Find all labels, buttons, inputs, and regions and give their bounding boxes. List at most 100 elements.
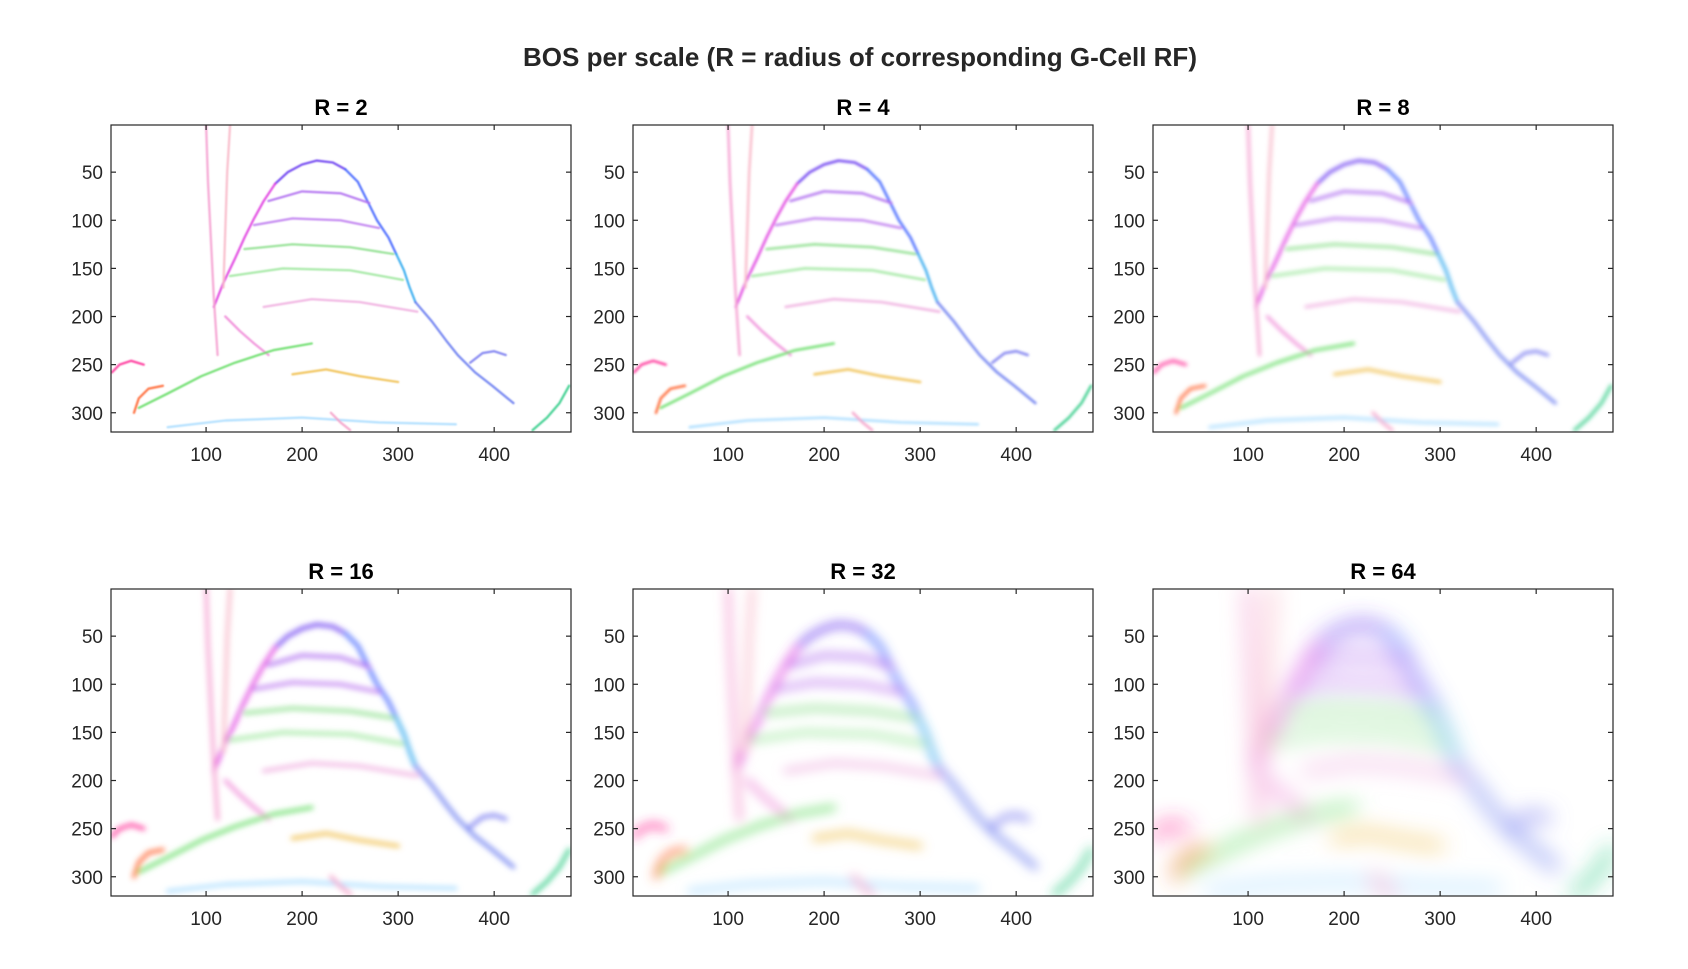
edge-inner-band-1 [789, 190, 893, 205]
y-tick-label: 300 [1113, 868, 1145, 889]
x-tick-label: 300 [1424, 909, 1456, 930]
edge-inner-band-3 [1285, 242, 1437, 256]
edge-faint-bottom [687, 879, 981, 894]
axes-frame [632, 124, 1094, 433]
edge-shoulder-left [1263, 776, 1315, 823]
edge-inner-band-5 [784, 297, 941, 313]
y-tick-label: 50 [82, 627, 103, 648]
edge-inner-band-1 [1306, 651, 1416, 671]
y-tick-label: 250 [71, 356, 103, 377]
edge-inner-band-2 [773, 679, 904, 695]
edge-right-slope-upper [864, 630, 921, 721]
edge-left-corner [654, 384, 687, 415]
y-tick-label: 50 [604, 627, 625, 648]
y-tick-label: 100 [593, 211, 625, 232]
y-tick-label: 150 [1113, 723, 1145, 744]
edge-left-pillar [1244, 589, 1264, 823]
figure-title: BOS per scale (R = radius of correspondi… [523, 42, 1197, 72]
bos-image-r32 [633, 589, 1093, 896]
x-tick-label: 200 [808, 445, 840, 466]
y-tick-label: 150 [71, 723, 103, 744]
y-tick-label: 200 [1113, 772, 1145, 793]
y-tick-label: 200 [593, 772, 625, 793]
edge-inner-band-1 [787, 652, 894, 670]
edge-faint-bottom-pink [1368, 872, 1397, 896]
edge-inner-band-5 [262, 298, 419, 313]
edge-inner-band-2 [1294, 216, 1423, 230]
edge-left-bump [1153, 359, 1188, 374]
edge-inner-band-4 [1268, 728, 1449, 748]
edge-left-corner [132, 384, 165, 414]
x-tick-label: 400 [1000, 445, 1032, 466]
edge-right-slope-upper [1385, 167, 1440, 256]
edge-right-bump [1508, 811, 1552, 831]
x-tick-label: 400 [478, 909, 510, 930]
y-tick-label: 150 [71, 259, 103, 280]
edge-inner-band-2 [252, 217, 381, 230]
edge-right-slope-lower [413, 764, 516, 869]
x-tick-label: 400 [1520, 445, 1552, 466]
y-tick-label: 50 [82, 163, 103, 184]
x-tick-label: 100 [190, 445, 222, 466]
edge-faint-bottom-pink [1371, 411, 1394, 432]
edge-right-slope-lower [934, 763, 1038, 870]
edge-bottom-right [1570, 845, 1613, 896]
y-tick-label: 150 [593, 723, 625, 744]
edge-inner-band-4 [228, 267, 405, 282]
edge-left-corner [653, 847, 688, 880]
axes-frame [632, 588, 1094, 897]
edge-base-left-green [658, 804, 837, 875]
edge-base-left-green [137, 342, 313, 410]
y-tick-label: 50 [1124, 163, 1145, 184]
subplot-r64: R = 64 100 200 300 400 50 100 150 200 250 300 [1113, 559, 1614, 930]
edge-faint-bottom [166, 416, 457, 429]
y-tick-label: 100 [1113, 211, 1145, 232]
y-tick-label: 200 [71, 308, 103, 329]
subplot-r2: R = 2 100 200 300 400 50 100 150 200 250 300 [71, 95, 572, 466]
y-tick-label: 250 [1113, 356, 1145, 377]
y-tick-label: 300 [593, 404, 625, 425]
subplot-title: R = 16 [308, 559, 373, 584]
edge-inner-band-4 [749, 729, 928, 747]
edge-inner-band-1 [266, 653, 372, 669]
edge-inner-band-5 [261, 761, 420, 778]
y-tick-label: 100 [593, 675, 625, 696]
axes-frame [1152, 588, 1614, 897]
x-tick-label: 400 [1520, 909, 1552, 930]
y-tick-label: 50 [604, 163, 625, 184]
edge-base-left-green [136, 805, 314, 874]
x-tick-label: 200 [286, 909, 318, 930]
edge-peak-cap [795, 159, 869, 185]
edge-left-corner [132, 847, 165, 879]
edge-left-corner [1174, 384, 1207, 415]
y-tick-label: 100 [71, 211, 103, 232]
subplot-grid: R = 2 100 200 300 400 50 100 150 200 250 300 R = 4 1… [71, 95, 1614, 930]
subplot-r4: R = 4 100 200 300 400 50 100 150 200 250 300 [593, 95, 1094, 466]
edge-right-slope-upper [343, 631, 399, 720]
edge-right-slope-lower [414, 300, 515, 405]
edge-left-bump [633, 822, 669, 839]
subplot-r8: R = 8 100 200 300 400 50 100 150 200 250 300 [1113, 95, 1614, 466]
y-tick-label: 200 [593, 308, 625, 329]
bos-image-r2 [111, 125, 571, 432]
y-tick-label: 200 [1113, 308, 1145, 329]
edge-peak-cap [273, 622, 348, 650]
edge-left-pillar [204, 125, 219, 357]
edge-shoulder-left [744, 777, 794, 822]
edge-inner-band-2 [252, 680, 381, 694]
y-tick-label: 150 [593, 259, 625, 280]
edge-right-bump [990, 349, 1029, 364]
edge-left-pillar-2 [1263, 125, 1274, 290]
x-tick-label: 100 [1232, 445, 1264, 466]
x-tick-label: 200 [808, 909, 840, 930]
edge-bottom-right [530, 847, 571, 896]
edge-faint-bottom-pink [851, 411, 874, 432]
bos-image-r8 [1153, 125, 1613, 432]
edge-shoulder-left [1265, 315, 1312, 357]
x-tick-label: 200 [1328, 909, 1360, 930]
edge-base-mid-yellow [1330, 829, 1445, 850]
y-tick-label: 50 [1124, 627, 1145, 648]
y-tick-label: 300 [593, 868, 625, 889]
edge-right-slope-upper [344, 168, 398, 256]
